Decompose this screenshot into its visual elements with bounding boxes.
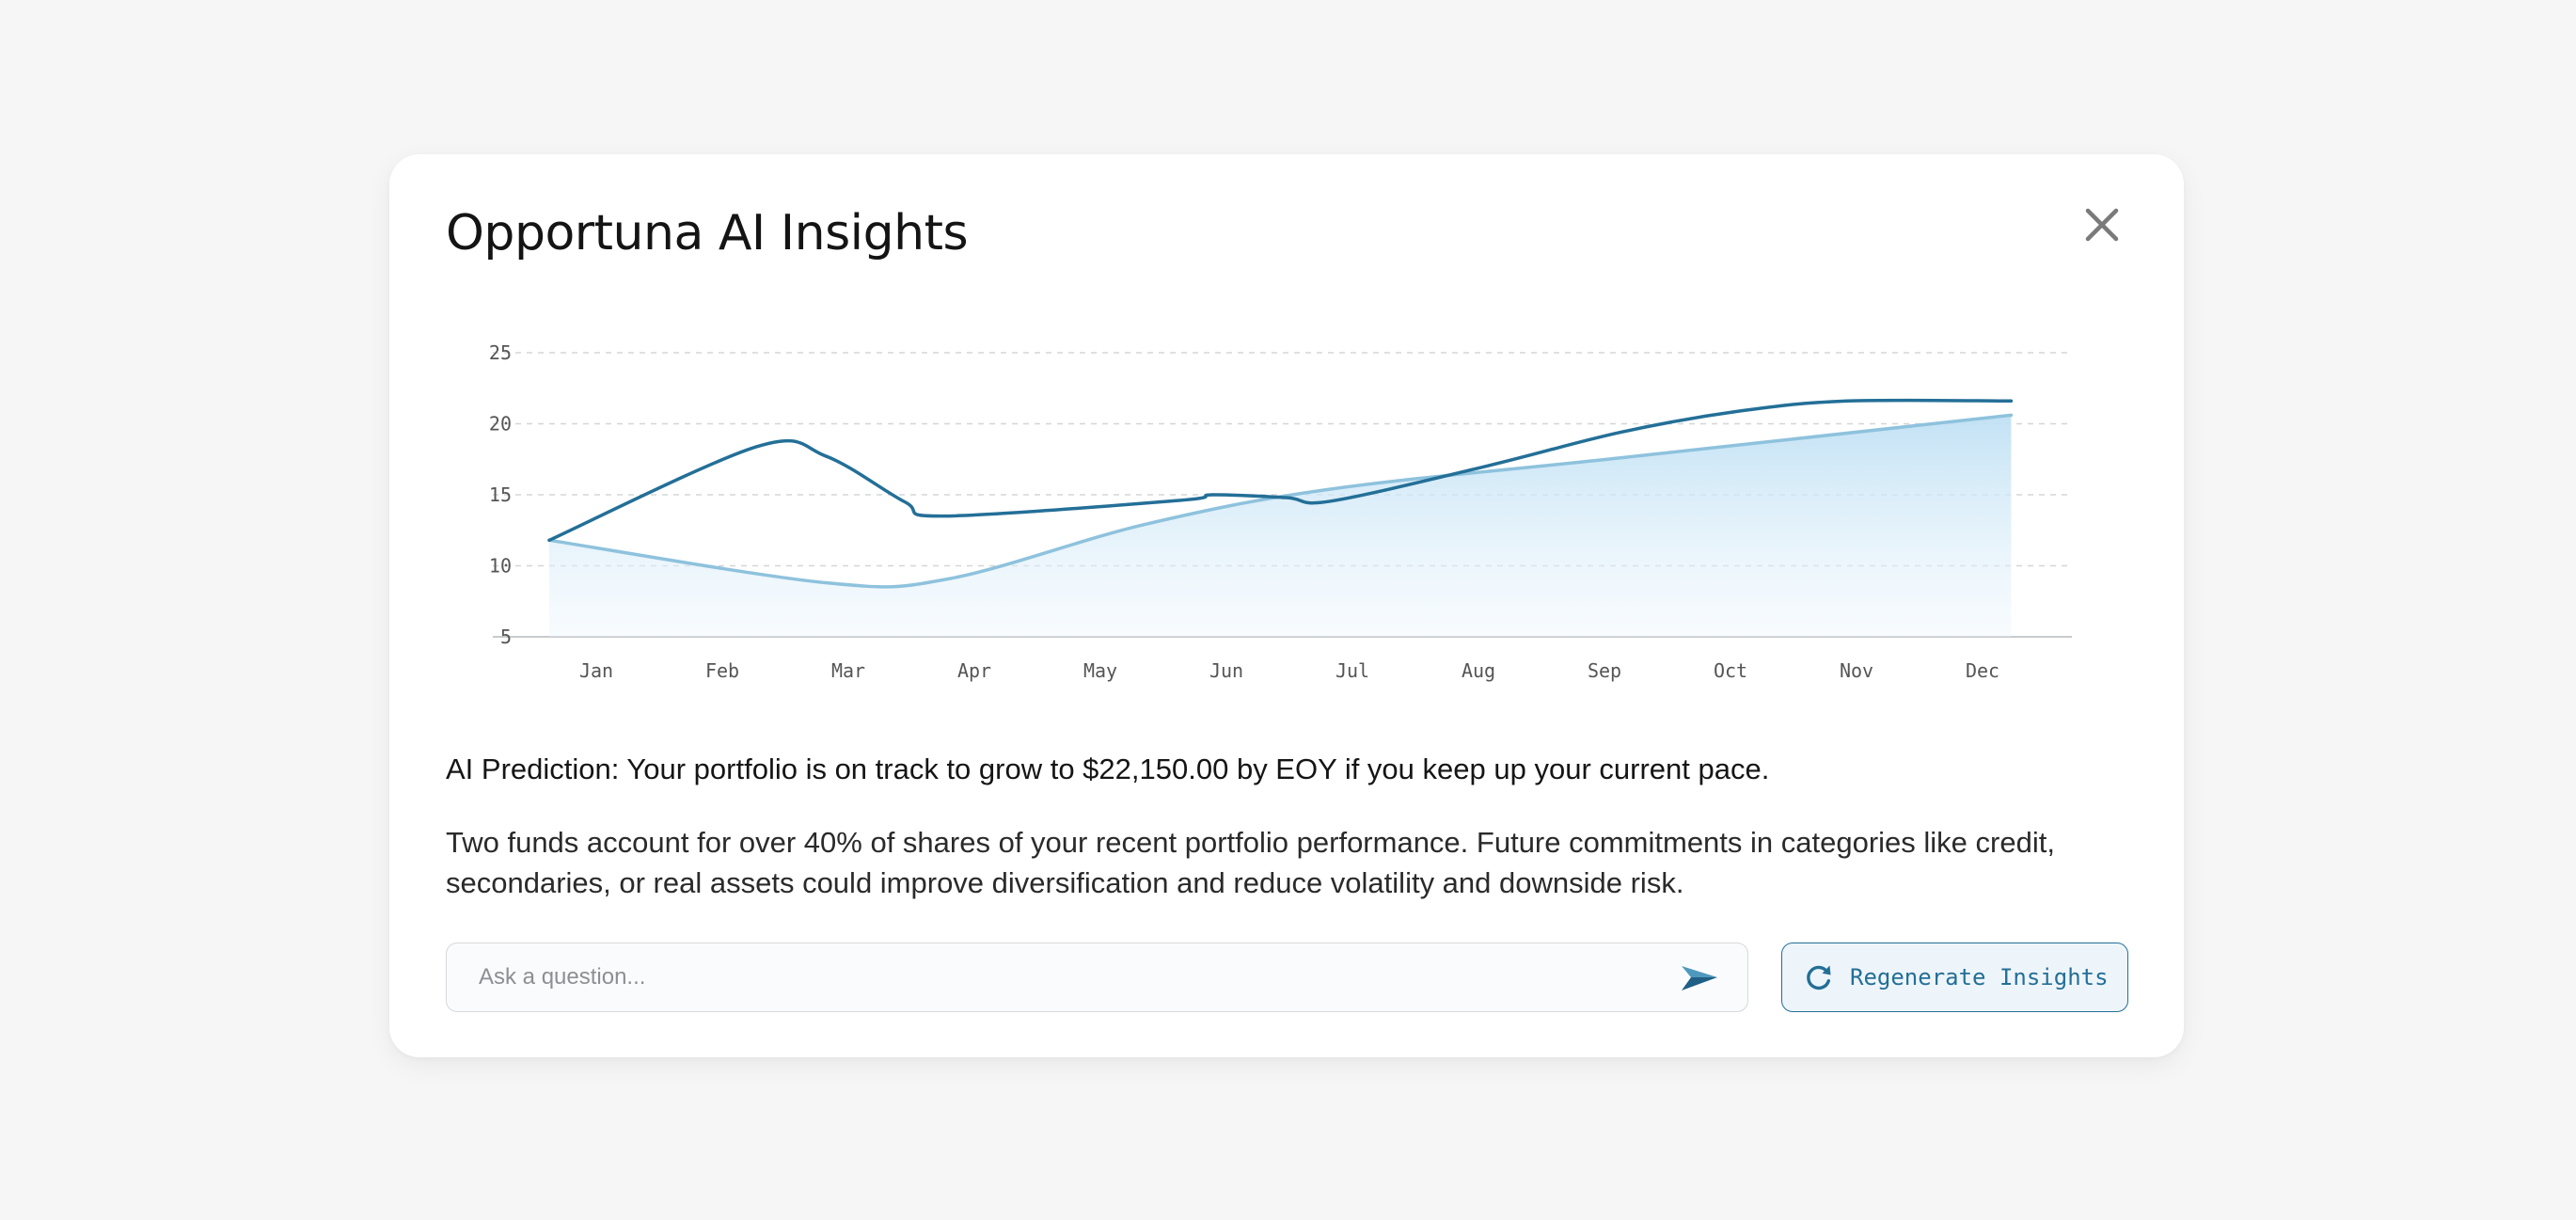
x-tick-label: Jul [1335, 659, 1369, 682]
line-series-line [547, 398, 2014, 543]
x-tick-label: Nov [1840, 659, 1873, 682]
ai-prediction-text: AI Prediction: Your portfolio is on trac… [446, 753, 1770, 785]
ask-question-box [446, 943, 1748, 1012]
x-tick-label: Aug [1462, 659, 1495, 682]
y-tick-label: 25 [489, 341, 512, 364]
area-series-line [547, 413, 2014, 589]
send-icon [1682, 966, 1717, 990]
x-tick-label: Jan [579, 659, 613, 682]
x-tick-label: Sep [1588, 659, 1621, 682]
y-tick-label: 10 [489, 555, 512, 578]
refresh-icon [1807, 965, 1831, 990]
x-tick-label: Dec [1966, 659, 1999, 682]
close-icon [2085, 208, 2119, 242]
x-tick-label: Mar [831, 659, 865, 682]
x-tick-label: Apr [957, 659, 991, 682]
x-tick-label: May [1083, 659, 1117, 682]
regenerate-insights-button[interactable]: Regenerate Insights [1781, 943, 2128, 1012]
insight-description: Two funds account for over 40% of shares… [446, 826, 2055, 899]
y-tick-label: 15 [489, 483, 512, 506]
close-button[interactable] [2079, 202, 2125, 247]
regenerate-insights-label: Regenerate Insights [1850, 964, 2109, 990]
modal-title: Opportuna AI Insights [446, 205, 969, 261]
chart-svg: 25 20 15 10 5 Jan Feb Mar Apr May Jun Jul Aug Sep Oct N… [489, 341, 2072, 682]
x-tick-label: Feb [705, 659, 739, 682]
portfolio-chart: 25 20 15 10 5 Jan Feb Mar Apr May Jun Jul Aug Sep Oct N… [446, 314, 2129, 879]
y-tick-label: 20 [489, 413, 512, 436]
x-tick-label: Jun [1209, 659, 1243, 682]
area-series-fill [549, 415, 2012, 637]
ask-question-input[interactable] [447, 943, 1651, 1010]
y-tick-label: 5 [500, 626, 512, 648]
x-tick-label: Oct [1714, 659, 1747, 682]
send-button[interactable] [1674, 953, 1723, 1002]
insights-modal: Opportuna AI Insights 25 20 15 10 5 Jan Feb Mar… [389, 154, 2184, 1057]
